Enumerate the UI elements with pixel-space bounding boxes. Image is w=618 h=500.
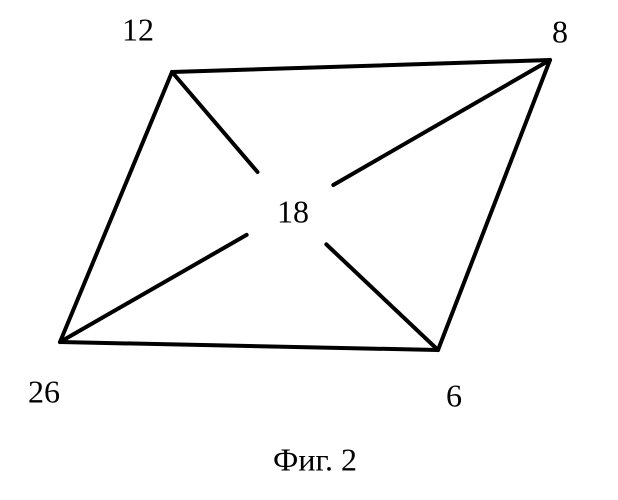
vertex-label-bottom-left: 26 xyxy=(28,374,60,411)
vertex-label-bottom-right: 6 xyxy=(446,378,462,415)
vertex-label-top-left: 12 xyxy=(122,12,154,49)
vertex-label-top-right: 8 xyxy=(552,14,568,51)
center-label: 18 xyxy=(277,194,309,231)
figure-caption: Фиг. 2 xyxy=(273,442,357,479)
parallelogram-diagram xyxy=(0,0,618,500)
